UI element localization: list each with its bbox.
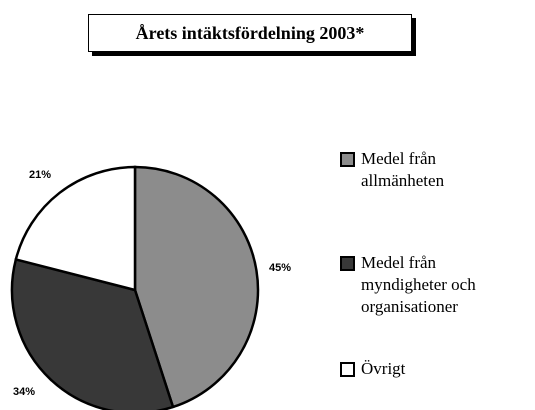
pie-slice: [10, 257, 175, 410]
legend-swatch: [340, 256, 355, 271]
data-label: 21%: [29, 169, 51, 181]
legend-item: Övrigt: [340, 358, 506, 380]
data-label: 45%: [269, 262, 291, 274]
legend-label: Övrigt: [361, 359, 406, 378]
legend-swatch: [340, 152, 355, 167]
data-label: 34%: [13, 386, 35, 398]
legend-item: Medel från allmänheten: [340, 148, 506, 192]
pie-slice: [14, 165, 137, 292]
legend-label: Medel från myndigheter och organisatione…: [361, 253, 476, 316]
legend-swatch: [340, 362, 355, 377]
legend-item: Medel från myndigheter och organisatione…: [340, 252, 506, 318]
legend-label: Medel från allmänheten: [361, 149, 445, 190]
chart-title: Årets intäktsfördelning 2003*: [88, 14, 412, 52]
pie-slice: [133, 165, 260, 409]
